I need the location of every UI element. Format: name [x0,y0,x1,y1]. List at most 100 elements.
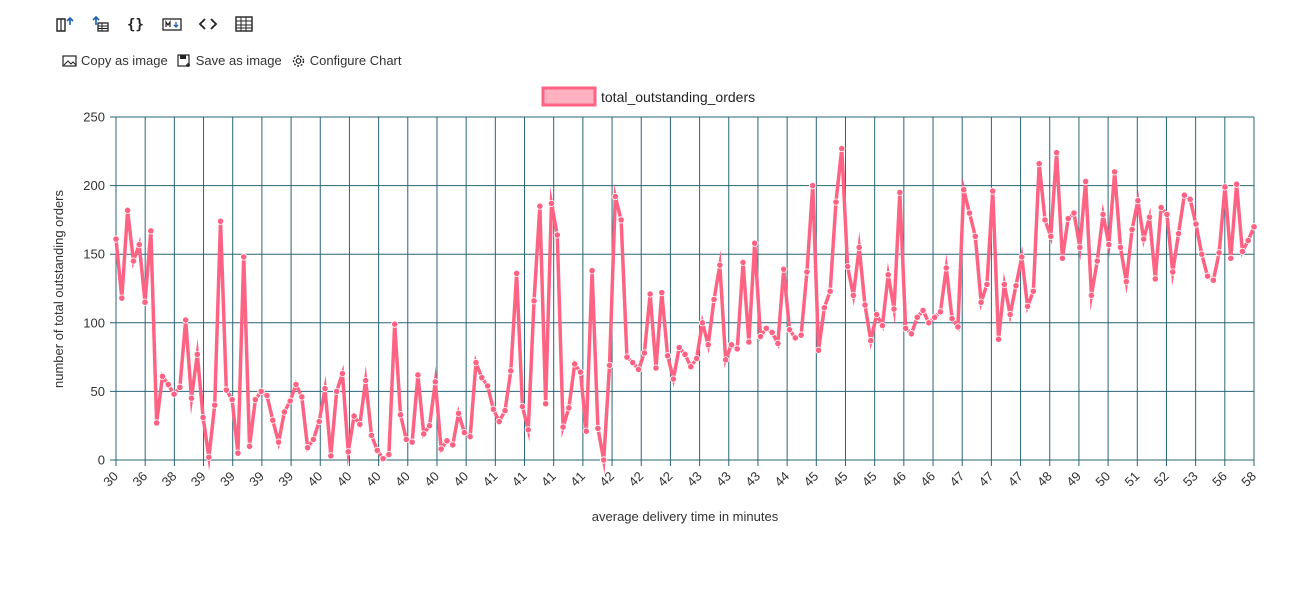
data-point [861,301,869,309]
x-tick-label: 40 [334,469,355,490]
x-axis-label: average delivery time in minutes [592,509,779,524]
x-tick-label: 41 [509,469,530,490]
data-point [350,412,358,420]
data-point [1018,253,1026,261]
data-point [1174,230,1183,238]
data-point [112,235,120,243]
data-point [251,396,259,404]
data-point [402,435,410,444]
markdown-icon[interactable] [154,12,190,36]
data-point [280,408,288,416]
x-tick-label: 40 [363,469,384,490]
y-tick-label: 50 [91,384,105,399]
data-point [634,365,643,374]
data-point [414,371,422,379]
data-point [327,452,335,460]
x-tick-label: 40 [450,469,471,490]
data-point [518,402,527,411]
data-point [710,295,718,304]
results-grid-icon[interactable] [46,12,82,36]
json-icon[interactable]: {} [118,12,154,36]
data-point [1209,276,1217,284]
data-point [629,358,637,367]
x-tick-label: 44 [771,469,792,490]
data-point [687,363,695,371]
data-point [437,445,445,453]
data-point [1099,210,1107,219]
export-data-icon[interactable] [82,12,118,36]
data-point [1232,180,1241,188]
data-point [1076,243,1084,251]
data-point [698,319,707,327]
data-point [524,426,532,434]
data-point [460,428,468,437]
data-point [286,397,294,405]
data-point [745,338,753,346]
data-point [791,334,799,342]
data-point [315,417,323,426]
data-point [274,438,283,446]
data-point [147,227,155,235]
x-tick-label: 46 [917,469,938,490]
data-point [843,262,852,271]
y-axis-label: number of total outstanding orders [51,189,66,388]
data-point [931,313,939,321]
data-point [1250,223,1258,231]
data-point [443,437,451,445]
data-point [385,450,393,459]
y-tick-label: 0 [98,453,105,468]
configure-chart-button[interactable]: Configure Chart [291,53,402,68]
table-icon[interactable] [226,12,262,36]
data-point [367,431,376,439]
data-point [1221,183,1229,191]
data-point [722,356,730,364]
code-icon[interactable] [190,12,226,36]
y-tick-label: 250 [83,110,105,125]
data-point [733,345,741,353]
data-point [902,324,910,332]
data-point [1035,160,1043,168]
data-point [1111,168,1119,176]
x-tick-label: 47 [946,469,967,490]
legend-swatch[interactable] [541,86,597,107]
data-point [507,367,515,375]
data-point [611,192,619,201]
chart-actions: Copy as image Save as image Configure Ch… [62,53,411,68]
x-tick-label: 50 [1092,469,1113,490]
data-point [356,420,364,428]
x-tick-label: 43 [742,469,763,490]
data-point [396,411,405,419]
copy-as-image-button[interactable]: Copy as image [62,53,168,68]
save-as-image-button[interactable]: Save as image [177,53,282,68]
data-point [321,385,329,393]
data-point [501,407,509,415]
data-point [408,438,416,446]
x-tick-label: 40 [305,469,326,490]
x-tick-label: 38 [159,469,180,490]
x-tick-label: 41 [538,469,559,490]
data-point [826,287,834,295]
x-tick-label: 30 [100,469,121,490]
data-point [681,350,689,358]
data-point [1093,257,1101,265]
data-point [948,315,956,323]
x-tick-label: 47 [976,469,997,490]
data-point [164,380,172,389]
data-point [1186,195,1194,203]
data-point [1128,225,1136,234]
x-tick-label: 43 [684,469,705,490]
data-point [994,335,1003,343]
data-point [1169,268,1177,276]
data-point [658,289,666,297]
data-point [983,280,991,288]
data-point [1198,250,1206,258]
x-tick-label: 52 [1151,469,1172,490]
data-point [896,188,904,197]
data-point [838,144,846,153]
data-point [1006,310,1014,319]
data-point [1023,302,1032,310]
data-point [971,232,979,240]
data-point [989,187,997,195]
data-point [1203,272,1212,280]
data-point [797,331,805,339]
